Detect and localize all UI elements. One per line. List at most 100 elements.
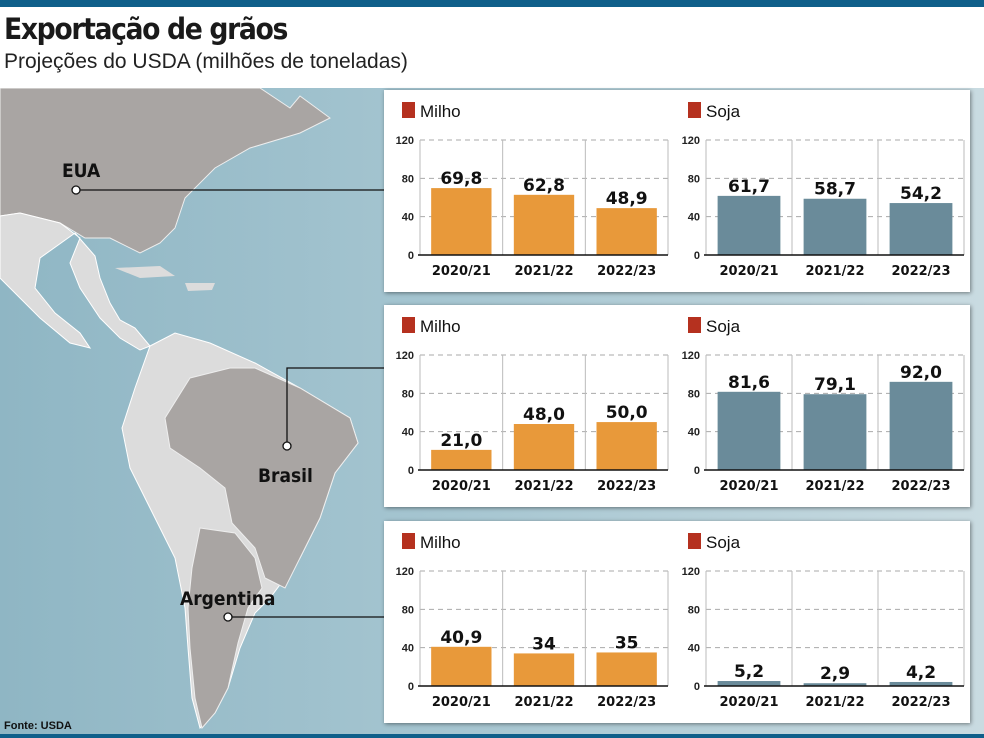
bar	[889, 381, 953, 470]
data-label: 34	[532, 634, 556, 654]
x-tick-label: 2020/21	[432, 264, 491, 279]
y-tick-label: 0	[694, 681, 700, 693]
bar	[513, 194, 575, 255]
x-tick-label: 2021/22	[805, 695, 864, 710]
data-label: 81,6	[728, 373, 770, 393]
country-label-argentina: Argentina	[180, 588, 276, 610]
legend-label: Soja	[706, 533, 741, 552]
bar	[513, 653, 575, 686]
argentina-marker	[223, 612, 233, 622]
data-label: 5,2	[734, 662, 764, 682]
data-label: 4,2	[906, 663, 936, 683]
bar	[717, 195, 781, 255]
data-label: 61,7	[728, 177, 770, 197]
legend-swatch	[402, 317, 415, 333]
eua-marker	[71, 185, 81, 195]
bar	[717, 391, 781, 470]
bar	[889, 203, 953, 255]
bar	[596, 208, 657, 255]
x-tick-label: 2020/21	[432, 479, 491, 494]
top-rule	[0, 0, 984, 7]
brasil-connector	[286, 367, 384, 446]
source-note: Fonte: USDA	[4, 720, 72, 732]
caribbean-land	[115, 266, 215, 291]
y-tick-label: 80	[402, 604, 414, 616]
y-tick-label: 80	[688, 173, 700, 185]
data-label: 62,8	[523, 176, 565, 196]
brasil-marker	[282, 441, 292, 451]
x-tick-label: 2021/22	[805, 264, 864, 279]
country-label-brasil: Brasil	[258, 465, 313, 487]
data-label: 50,0	[606, 403, 648, 423]
data-label: 79,1	[814, 375, 856, 395]
data-label: 21,0	[440, 431, 482, 451]
chart-soja: Soja 0 40 80 120 81,6 2020/21 79,1 2021/22 92,0 20…	[682, 317, 965, 494]
chart-milho: Milho 0 40 80 120 69,8 2020/21 62,8 2021/22 48,9 2…	[396, 102, 669, 279]
panel-eua: Milho 0 40 80 120 69,8 2020/21 62,8 2021/22 48,9 2…	[384, 90, 970, 292]
data-label: 58,7	[814, 180, 856, 200]
x-tick-label: 2022/23	[891, 479, 950, 494]
legend-swatch	[688, 102, 701, 118]
y-tick-label: 40	[402, 643, 414, 655]
x-tick-label: 2020/21	[719, 695, 778, 710]
x-tick-label: 2020/21	[719, 479, 778, 494]
data-label: 48,9	[606, 189, 648, 209]
data-label: 48,0	[523, 405, 565, 425]
bar	[803, 683, 867, 686]
chart-subtitle: Projeções do USDA (milhões de toneladas)	[4, 50, 408, 73]
y-tick-label: 120	[396, 135, 414, 147]
x-tick-label: 2021/22	[514, 479, 573, 494]
y-tick-label: 80	[402, 388, 414, 400]
mexico-central-america-land	[0, 212, 151, 351]
y-tick-label: 40	[688, 643, 700, 655]
bar	[803, 198, 867, 255]
data-label: 2,9	[820, 664, 850, 684]
data-label: 54,2	[900, 184, 942, 204]
chart-title: Exportação de grãos	[4, 12, 288, 46]
y-tick-label: 0	[408, 681, 414, 693]
legend-swatch	[402, 533, 415, 549]
bar	[431, 188, 492, 255]
bar	[596, 422, 657, 470]
legend-swatch	[402, 102, 415, 118]
x-tick-label: 2022/23	[891, 264, 950, 279]
y-tick-label: 120	[396, 350, 414, 362]
y-tick-label: 120	[682, 350, 700, 362]
x-tick-label: 2022/23	[597, 264, 656, 279]
bottom-rule	[0, 734, 984, 738]
legend-label: Milho	[420, 533, 461, 552]
y-tick-label: 80	[688, 388, 700, 400]
bar	[596, 652, 657, 686]
y-tick-label: 0	[408, 250, 414, 262]
data-label: 40,9	[440, 628, 482, 648]
legend-label: Soja	[706, 102, 741, 121]
x-tick-label: 2021/22	[805, 479, 864, 494]
bar	[889, 681, 953, 686]
x-tick-label: 2020/21	[432, 695, 491, 710]
y-tick-label: 40	[688, 212, 700, 224]
y-tick-label: 120	[682, 135, 700, 147]
chart-milho: Milho 0 40 80 120 40,9 2020/21 34 2021/22 35 2022/…	[396, 533, 669, 710]
y-tick-label: 0	[694, 465, 700, 477]
y-tick-label: 80	[402, 173, 414, 185]
y-tick-label: 40	[688, 427, 700, 439]
data-label: 69,8	[440, 169, 482, 189]
chart-milho: Milho 0 40 80 120 21,0 2020/21 48,0 2021/22 50,0 2…	[396, 317, 669, 494]
legend-label: Milho	[420, 102, 461, 121]
x-tick-label: 2022/23	[597, 695, 656, 710]
chart-soja: Soja 0 40 80 120 5,2 2020/21 2,9 2021/22 4,2 2022/…	[682, 533, 965, 710]
data-label: 35	[615, 633, 639, 653]
y-tick-label: 40	[402, 427, 414, 439]
x-tick-label: 2021/22	[514, 264, 573, 279]
panel-brasil: Milho 0 40 80 120 21,0 2020/21 48,0 2021/22 50,0 2…	[384, 305, 970, 507]
argentina-land	[187, 527, 263, 730]
bar	[513, 424, 575, 470]
bar	[431, 646, 492, 686]
legend-swatch	[688, 317, 701, 333]
brazil-land	[164, 367, 359, 589]
legend-swatch	[688, 533, 701, 549]
legend-label: Milho	[420, 317, 461, 336]
y-tick-label: 40	[402, 212, 414, 224]
y-tick-label: 0	[408, 465, 414, 477]
chart-svg: Milho 0 40 80 120 69,8 2020/21 62,8 2021/22 48,9 2…	[396, 102, 965, 279]
